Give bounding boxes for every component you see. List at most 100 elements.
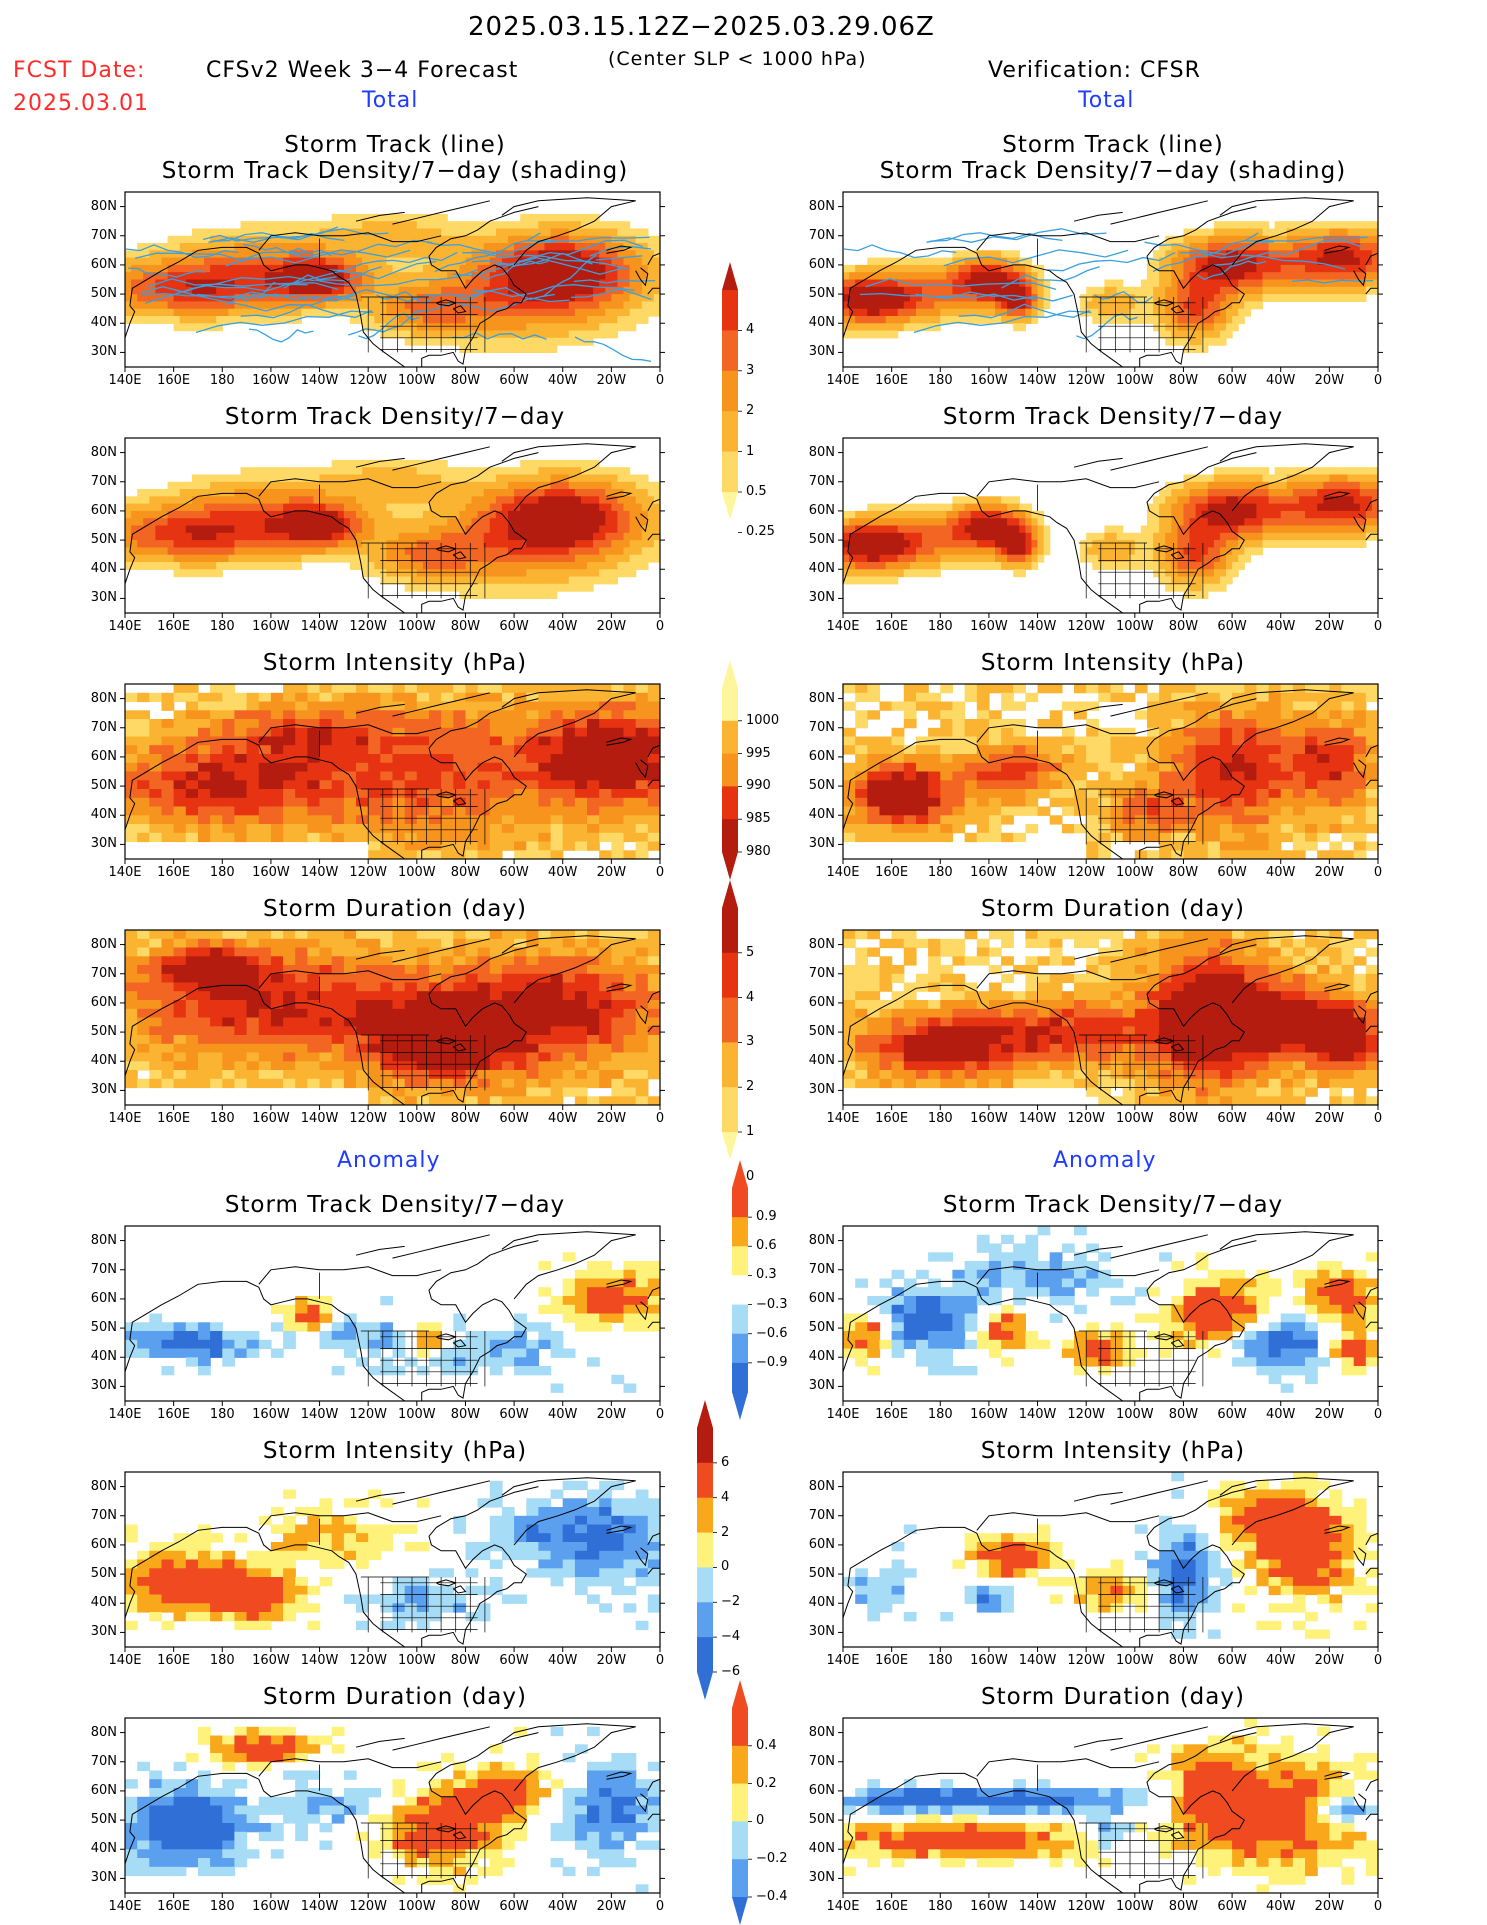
lon-tick-label: 80W <box>450 1407 481 1422</box>
colorbar-tick-label: 1 <box>746 1124 755 1139</box>
coastline <box>125 1231 660 1401</box>
lon-tick-label: 120W <box>349 1899 387 1914</box>
lat-tick-label: 80N <box>90 1232 117 1248</box>
lon-tick-label: 160E <box>875 1653 909 1668</box>
map-panel-right-track-density-lines <box>838 191 1383 372</box>
panel-title-line-1: Storm Track (line) <box>284 132 506 158</box>
map-panel-left-track-density <box>120 437 665 618</box>
lon-tick-label: 40W <box>1266 865 1296 880</box>
colorbar-tick-label: 1 <box>746 443 755 459</box>
panel-title: Storm Duration (day) <box>263 1684 527 1710</box>
lat-tick-label: 30N <box>808 836 835 852</box>
map-panel-right-intensity <box>838 683 1383 864</box>
lon-tick-label: 180 <box>209 1111 235 1126</box>
lon-tick-label: 0 <box>655 1407 665 1422</box>
lon-tick-label: 40W <box>548 1653 578 1668</box>
lon-tick-label: 80W <box>450 1899 481 1914</box>
lon-tick-label: 100W <box>397 619 436 634</box>
lat-tick-label: 50N <box>808 1320 835 1336</box>
lon-tick-label: 80W <box>450 373 481 388</box>
colorbar-tick-label: 0.4 <box>756 1737 777 1753</box>
lon-tick-label: 40W <box>1266 619 1296 634</box>
coastline <box>125 443 660 613</box>
lon-tick-label: 180 <box>927 619 953 634</box>
lon-tick-label: 160W <box>970 865 1008 880</box>
model-title: CFSv2 Week 3−4 Forecast <box>206 58 519 83</box>
lat-tick-label: 60N <box>90 1782 117 1798</box>
lat-tick-label: 30N <box>808 1870 835 1886</box>
lat-tick-label: 70N <box>90 719 117 735</box>
lat-tick-label: 60N <box>808 502 835 518</box>
lon-tick-label: 140W <box>300 619 339 634</box>
lon-tick-label: 20W <box>1314 1407 1345 1422</box>
lat-tick-label: 30N <box>90 1082 117 1098</box>
lon-tick-label: 180 <box>927 373 953 388</box>
lon-tick-label: 160E <box>875 373 909 388</box>
lon-tick-label: 100W <box>397 1407 436 1422</box>
lat-tick-label: 80N <box>808 936 835 952</box>
lon-tick-label: 20W <box>1314 619 1345 634</box>
lon-tick-label: 100W <box>397 373 436 388</box>
lon-tick-label: 140E <box>826 373 860 388</box>
lon-tick-label: 180 <box>209 1899 235 1914</box>
lat-tick-label: 60N <box>808 1782 835 1798</box>
lon-tick-label: 40W <box>548 1899 578 1914</box>
map-field <box>125 197 660 367</box>
lat-tick-label: 40N <box>90 561 117 577</box>
colorbar-tick-label: 4 <box>721 1489 730 1505</box>
colorbar-tick-label: 2 <box>721 1524 730 1540</box>
lon-tick-label: 160E <box>157 865 191 880</box>
lat-tick-label: 80N <box>808 1478 835 1494</box>
colorbar-tick-label: 990 <box>746 778 771 794</box>
lon-tick-label: 80W <box>450 1111 481 1126</box>
lat-tick-label: 40N <box>90 1841 117 1857</box>
lon-tick-label: 160W <box>970 619 1008 634</box>
lon-tick-label: 40W <box>1266 1899 1296 1914</box>
lon-tick-label: 80W <box>1168 619 1199 634</box>
lat-tick-label: 50N <box>808 286 835 302</box>
colorbar-tick-label: 2 <box>746 1079 755 1095</box>
colorbar-tick-label: 4 <box>746 989 755 1005</box>
lon-tick-label: 160W <box>970 1899 1008 1914</box>
lon-tick-label: 140E <box>108 373 142 388</box>
lat-tick-label: 30N <box>808 590 835 606</box>
colorbar-tick-label: 0.9 <box>756 1209 777 1225</box>
lat-tick-label: 50N <box>808 1024 835 1040</box>
lon-tick-label: 160E <box>157 1899 191 1914</box>
colorbar-intensity-anomaly <box>697 1400 717 1700</box>
lon-tick-label: 80W <box>450 619 481 634</box>
lon-tick-label: 160W <box>252 1653 290 1668</box>
lon-tick-label: 60W <box>1217 619 1247 634</box>
lon-tick-label: 180 <box>209 1653 235 1668</box>
panel-title: Storm Track Density/7−day <box>224 1192 566 1218</box>
map-field <box>843 443 1378 613</box>
map-panel-left-track-density-lines <box>120 191 665 372</box>
colorbar-tick-label: 995 <box>746 745 771 761</box>
lat-tick-label: 80N <box>90 936 117 952</box>
lon-tick-label: 80W <box>1168 1111 1199 1126</box>
lon-tick-label: 100W <box>397 1899 436 1914</box>
lat-tick-label: 60N <box>90 256 117 272</box>
lon-tick-label: 80W <box>1168 1899 1199 1914</box>
lon-tick-label: 160E <box>157 1111 191 1126</box>
lon-tick-label: 120W <box>349 1407 387 1422</box>
lon-tick-label: 40W <box>1266 1407 1296 1422</box>
lon-tick-label: 140E <box>108 1407 142 1422</box>
lat-tick-label: 60N <box>90 994 117 1010</box>
colorbar-tick-label: 0 <box>756 1813 765 1829</box>
coastline <box>125 935 660 1105</box>
map-field <box>843 1472 1378 1647</box>
panel-title: Storm Duration (day) <box>981 1684 1245 1710</box>
panel-title: Storm Track Density/7−day <box>942 404 1284 430</box>
lon-tick-label: 40W <box>1266 1653 1296 1668</box>
lat-tick-label: 60N <box>90 1536 117 1552</box>
map-field <box>843 1226 1378 1401</box>
lat-tick-label: 60N <box>808 748 835 764</box>
lon-tick-label: 160W <box>970 1653 1008 1668</box>
lon-tick-label: 20W <box>596 373 627 388</box>
colorbar-tick-label: −2 <box>721 1594 741 1610</box>
colorbar-tick-label: 0.2 <box>756 1775 777 1791</box>
lat-tick-label: 30N <box>90 344 117 360</box>
lon-tick-label: 40W <box>548 865 578 880</box>
lon-tick-label: 160E <box>157 373 191 388</box>
